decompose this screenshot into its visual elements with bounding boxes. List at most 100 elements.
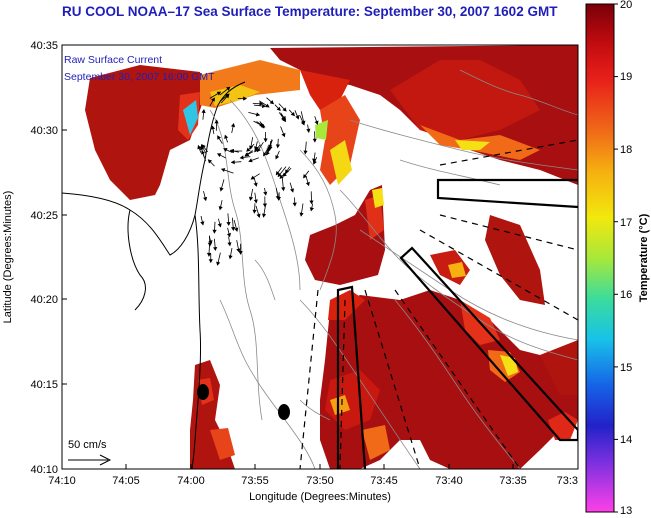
current-vector-arrowhead bbox=[282, 107, 287, 112]
current-vector-arrowhead bbox=[197, 144, 202, 150]
colorbar-tick: 13 bbox=[620, 505, 632, 517]
current-vector-arrowhead bbox=[228, 255, 233, 260]
current-vector-arrowhead bbox=[266, 151, 270, 156]
current-vector-arrowhead bbox=[252, 209, 257, 214]
colorbar-tick: 18 bbox=[620, 144, 632, 156]
x-tick-label: 73:45 bbox=[370, 475, 398, 487]
current-vector-arrowhead bbox=[279, 174, 284, 179]
buoy-marker[interactable] bbox=[278, 404, 290, 420]
colorbar-gradient bbox=[585, 3, 615, 513]
colorbar-title: Temperature (°C) bbox=[638, 213, 650, 302]
current-vector-arrowhead bbox=[312, 158, 317, 163]
colorbar-tick: 20 bbox=[620, 0, 632, 11]
y-tick-label: 40:25 bbox=[30, 210, 58, 222]
current-vector-arrowhead bbox=[276, 106, 281, 111]
colorbar-tick: 17 bbox=[620, 217, 632, 229]
current-vector-arrowhead bbox=[244, 152, 249, 157]
current-vector-arrowhead bbox=[214, 119, 219, 124]
current-vector-arrowhead bbox=[262, 103, 267, 109]
current-vector-arrowhead bbox=[275, 195, 280, 200]
current-vector-arrowhead bbox=[206, 252, 212, 257]
y-tick-label: 40:30 bbox=[30, 125, 58, 137]
colorbar: 20 19 18 17 16 15 14 13 Temperature (°C) bbox=[585, 0, 650, 517]
current-vector-arrowhead bbox=[299, 212, 304, 217]
current-vector-arrowhead bbox=[263, 152, 267, 157]
buoy-marker[interactable] bbox=[197, 384, 209, 400]
current-vector-arrowhead bbox=[224, 134, 229, 140]
current-vector-arrowhead bbox=[265, 103, 270, 108]
current-vector-arrowhead bbox=[216, 153, 222, 158]
current-vector-arrowhead bbox=[277, 172, 282, 178]
current-vector-arrowhead bbox=[253, 199, 258, 204]
x-axis-title: Longitude (Degrees:Minutes) bbox=[249, 491, 391, 503]
y-tick-label: 40:20 bbox=[30, 294, 58, 306]
y-ticks bbox=[62, 44, 67, 470]
current-vector-arrowhead bbox=[226, 221, 231, 226]
current-vector-arrowhead bbox=[290, 188, 295, 193]
current-vector-arrowhead bbox=[259, 122, 264, 127]
current-vector-arrowhead bbox=[262, 213, 267, 218]
current-vector-arrowhead bbox=[295, 115, 300, 120]
current-vector-arrowhead bbox=[219, 187, 224, 192]
current-vector-arrowhead bbox=[199, 145, 204, 151]
current-vector-arrowhead bbox=[281, 187, 286, 192]
current-vector-arrowhead bbox=[213, 247, 218, 252]
y-axis-title: Latitude (Degrees:Minutes) bbox=[2, 191, 14, 324]
current-vector-arrowhead bbox=[226, 86, 231, 91]
current-vector-arrowhead bbox=[236, 248, 241, 253]
current-vector-arrowhead bbox=[223, 148, 228, 152]
current-vector-arrowhead bbox=[269, 100, 275, 105]
current-vector-arrowhead bbox=[290, 111, 295, 117]
x-tick-label: 73:40 bbox=[435, 475, 463, 487]
y-tick-labels: 40:35 40:30 40:25 40:20 40:15 40:10 bbox=[30, 40, 58, 476]
current-vector-arrowhead bbox=[216, 261, 221, 266]
x-tick-label: 73:3 bbox=[557, 475, 578, 487]
lease-areas bbox=[336, 178, 578, 469]
current-vector-arrowhead bbox=[220, 168, 226, 173]
current-vector-arrowhead bbox=[230, 226, 236, 232]
current-vector-arrowhead bbox=[211, 97, 215, 102]
current-vector-arrowhead bbox=[217, 223, 222, 228]
current-vector-arrowhead bbox=[246, 147, 251, 152]
current-vectors bbox=[197, 86, 319, 266]
current-vector-arrowhead bbox=[201, 108, 206, 114]
scale-label: 50 cm/s bbox=[68, 439, 107, 451]
current-vector-arrowhead bbox=[218, 206, 223, 211]
current-vector-arrowhead bbox=[208, 259, 213, 264]
current-vector-arrowhead bbox=[300, 121, 305, 126]
current-vector-arrowhead bbox=[314, 120, 319, 125]
y-tick-label: 40:10 bbox=[30, 464, 58, 476]
colorbar-tick: 19 bbox=[620, 71, 632, 83]
current-vector-arrowhead bbox=[263, 191, 268, 196]
current-vector-arrowhead bbox=[249, 145, 254, 150]
colorbar-tick: 14 bbox=[620, 434, 632, 446]
current-vector-arrowhead bbox=[212, 229, 217, 234]
current-vector-arrowhead bbox=[210, 125, 216, 130]
current-vector-arrowhead bbox=[234, 227, 239, 232]
current-vector-arrowhead bbox=[226, 232, 232, 238]
current-vector-arrowhead bbox=[243, 96, 248, 101]
current-vector-arrowhead bbox=[275, 155, 280, 160]
current-vector-arrowhead bbox=[303, 173, 308, 179]
current-vector-arrowhead bbox=[248, 196, 254, 201]
page-title: RU COOL NOAA–17 Sea Surface Temperature:… bbox=[62, 4, 558, 19]
scale-arrowhead bbox=[99, 454, 112, 466]
current-vector-arrowhead bbox=[254, 147, 259, 153]
current-vector-arrowhead bbox=[250, 175, 256, 180]
current-vector-arrowhead bbox=[305, 181, 310, 187]
current-vector-arrowhead bbox=[200, 221, 205, 226]
x-ticks bbox=[61, 464, 579, 469]
current-vector-arrowhead bbox=[225, 93, 230, 98]
current-vector-arrowhead bbox=[248, 158, 253, 163]
dashed-boundaries bbox=[299, 139, 578, 469]
current-vector-arrowhead bbox=[268, 146, 273, 151]
current-vector-arrowhead bbox=[263, 138, 268, 143]
current-vector-arrowhead bbox=[207, 159, 213, 164]
coastline bbox=[62, 81, 246, 469]
colorbar-tick: 15 bbox=[620, 362, 632, 374]
current-vector-arrowhead bbox=[230, 122, 236, 128]
current-label-line1: Raw Surface Current bbox=[64, 54, 162, 66]
current-vector-arrowhead bbox=[255, 112, 261, 117]
current-vector-arrowhead bbox=[303, 150, 308, 155]
